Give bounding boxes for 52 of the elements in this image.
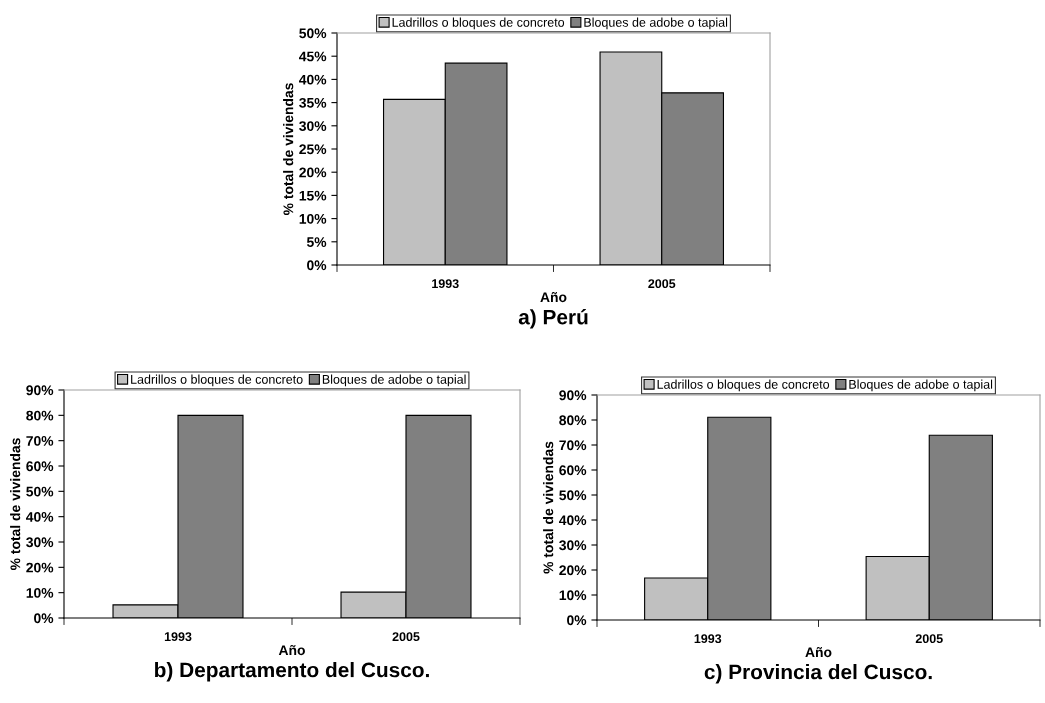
y-tick-label: 70% <box>26 436 54 446</box>
x-tick-label: 2005 <box>915 634 943 644</box>
y-tick-label: 80% <box>559 415 587 426</box>
y-tick-label: 70% <box>559 440 587 451</box>
y-tick-label: 15% <box>299 190 327 201</box>
y-tick-label: 0% <box>307 260 327 271</box>
y-tick-label: 0% <box>567 615 587 626</box>
y-axis-title: % total de viviendas <box>283 83 294 216</box>
y-tick-label: 20% <box>559 565 587 576</box>
y-tick-label: 90% <box>26 385 54 396</box>
y-tick-label: 40% <box>559 515 587 526</box>
y-tick-label: 20% <box>26 562 54 573</box>
y-axis-title: % total de viviendas <box>10 438 21 571</box>
x-tick-label: 1993 <box>164 632 192 642</box>
legend-label: Ladrillos o bloques de concreto <box>131 374 303 387</box>
y-tick-label: 10% <box>26 588 54 598</box>
x-tick-label: 1993 <box>432 279 459 289</box>
legend-label: Ladrillos o bloques de concreto <box>392 17 565 30</box>
y-tick-label: 30% <box>559 540 587 551</box>
y-tick-label: 35% <box>299 97 327 108</box>
y-tick-label: 90% <box>559 390 587 401</box>
y-tick-label: 20% <box>299 167 327 178</box>
y-tick-label: 50% <box>559 490 587 501</box>
legend-label: Bloques de adobe o tapial <box>849 379 993 392</box>
y-tick-label: 30% <box>26 537 54 548</box>
y-tick-label: 45% <box>299 51 327 62</box>
legend-label: Bloques de adobe o tapial <box>322 374 466 387</box>
y-tick-label: 30% <box>299 121 327 131</box>
text: b) Departamento del Cusco. <box>155 662 429 682</box>
y-tick-label: 5% <box>306 237 327 247</box>
y-tick-label: 40% <box>299 74 327 85</box>
y-axis-title: % total de viviendas <box>543 441 554 574</box>
text: a) Perú <box>518 309 588 329</box>
text: c) Provincia del Cusco. <box>704 664 932 684</box>
y-tick-label: 80% <box>26 410 54 421</box>
legend-label: Ladrillos o bloques de concreto <box>657 379 830 392</box>
legend-label: Bloques de adobe o tapial <box>584 17 728 30</box>
y-tick-label: 10% <box>299 213 327 224</box>
y-tick-label: 25% <box>299 144 327 155</box>
y-tick-label: 60% <box>559 465 587 476</box>
y-tick-label: 50% <box>299 28 327 39</box>
x-tick-label: 2005 <box>648 279 676 289</box>
x-tick-label: 1993 <box>694 634 722 644</box>
x-axis-title: Año <box>540 291 567 303</box>
x-axis-title: Año <box>805 646 832 658</box>
y-tick-label: 60% <box>26 461 54 472</box>
x-axis-title: Año <box>278 644 305 656</box>
y-tick-label: 0% <box>34 613 54 624</box>
y-tick-label: 10% <box>559 590 587 601</box>
y-tick-label: 50% <box>26 486 54 497</box>
x-tick-label: 2005 <box>392 632 420 642</box>
y-tick-label: 40% <box>26 512 54 522</box>
